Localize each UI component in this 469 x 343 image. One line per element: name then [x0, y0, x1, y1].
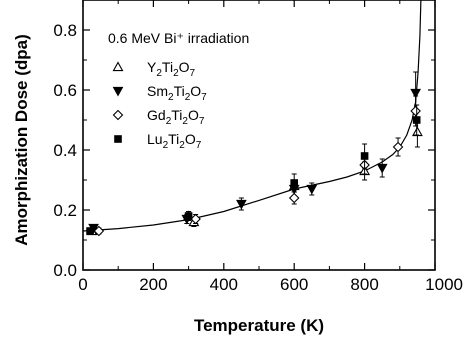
legend: Y2Ti2O7 Sm2Ti2O7 Gd2Ti2O7 Lu2Ti2O7 — [112, 59, 207, 151]
data-point-square-filled — [290, 179, 298, 187]
data-point-triangle-down-filled — [410, 88, 421, 99]
data-points — [86, 71, 423, 237]
data-point-triangle-up-open — [411, 126, 423, 137]
data-point-square-filled — [360, 152, 369, 160]
data-point-diamond-open — [190, 213, 201, 225]
data-point-diamond-open — [410, 105, 421, 117]
data-point-square-filled — [184, 212, 193, 220]
legend-marker — [112, 109, 124, 121]
y-tick-label: 0.6 — [53, 81, 77, 100]
legend-label: Gd2Ti2O7 — [147, 107, 205, 127]
x-axis-label: Temperature (K) — [194, 316, 324, 335]
legend-label: Sm2Ti2O7 — [147, 83, 207, 103]
y-tick-label: 0.2 — [53, 201, 77, 220]
x-tick-label: 800 — [350, 275, 378, 294]
data-point-triangle-down-filled — [306, 184, 318, 195]
x-tick-label: 0 — [78, 275, 87, 294]
x-tick-label: 200 — [139, 275, 167, 294]
x-tick-label: 400 — [210, 275, 238, 294]
data-point-triangle-down-filled — [236, 199, 247, 210]
annotation-text: 0.6 MeV Bi⁺ irradiation — [108, 30, 249, 46]
legend-label: Lu2Ti2O7 — [147, 131, 202, 151]
data-point-square-filled — [412, 116, 421, 124]
legend-label: Y2Ti2O7 — [147, 59, 196, 79]
x-tick-label: 1000 — [425, 275, 463, 294]
y-axis-label: Amorphization Dose (dpa) — [12, 34, 31, 246]
data-point-triangle-down-filled — [376, 163, 388, 174]
legend-marker — [112, 86, 124, 97]
data-point-square-filled — [86, 227, 94, 235]
legend-marker — [112, 61, 124, 72]
x-axis-ticks: 0 200 400 600 800 1000 — [78, 0, 463, 294]
y-tick-label: 0.4 — [53, 141, 77, 160]
legend-marker — [114, 135, 122, 143]
y-tick-label: 0.8 — [53, 21, 77, 40]
data-point-diamond-open — [93, 225, 105, 237]
x-tick-label: 600 — [280, 275, 308, 294]
data-point-diamond-open — [288, 192, 300, 204]
y-axis-ticks: 0.0 0.2 0.4 0.6 0.8 — [53, 21, 435, 280]
y-tick-label: 0.0 — [53, 261, 77, 280]
data-point-diamond-open — [392, 141, 404, 153]
